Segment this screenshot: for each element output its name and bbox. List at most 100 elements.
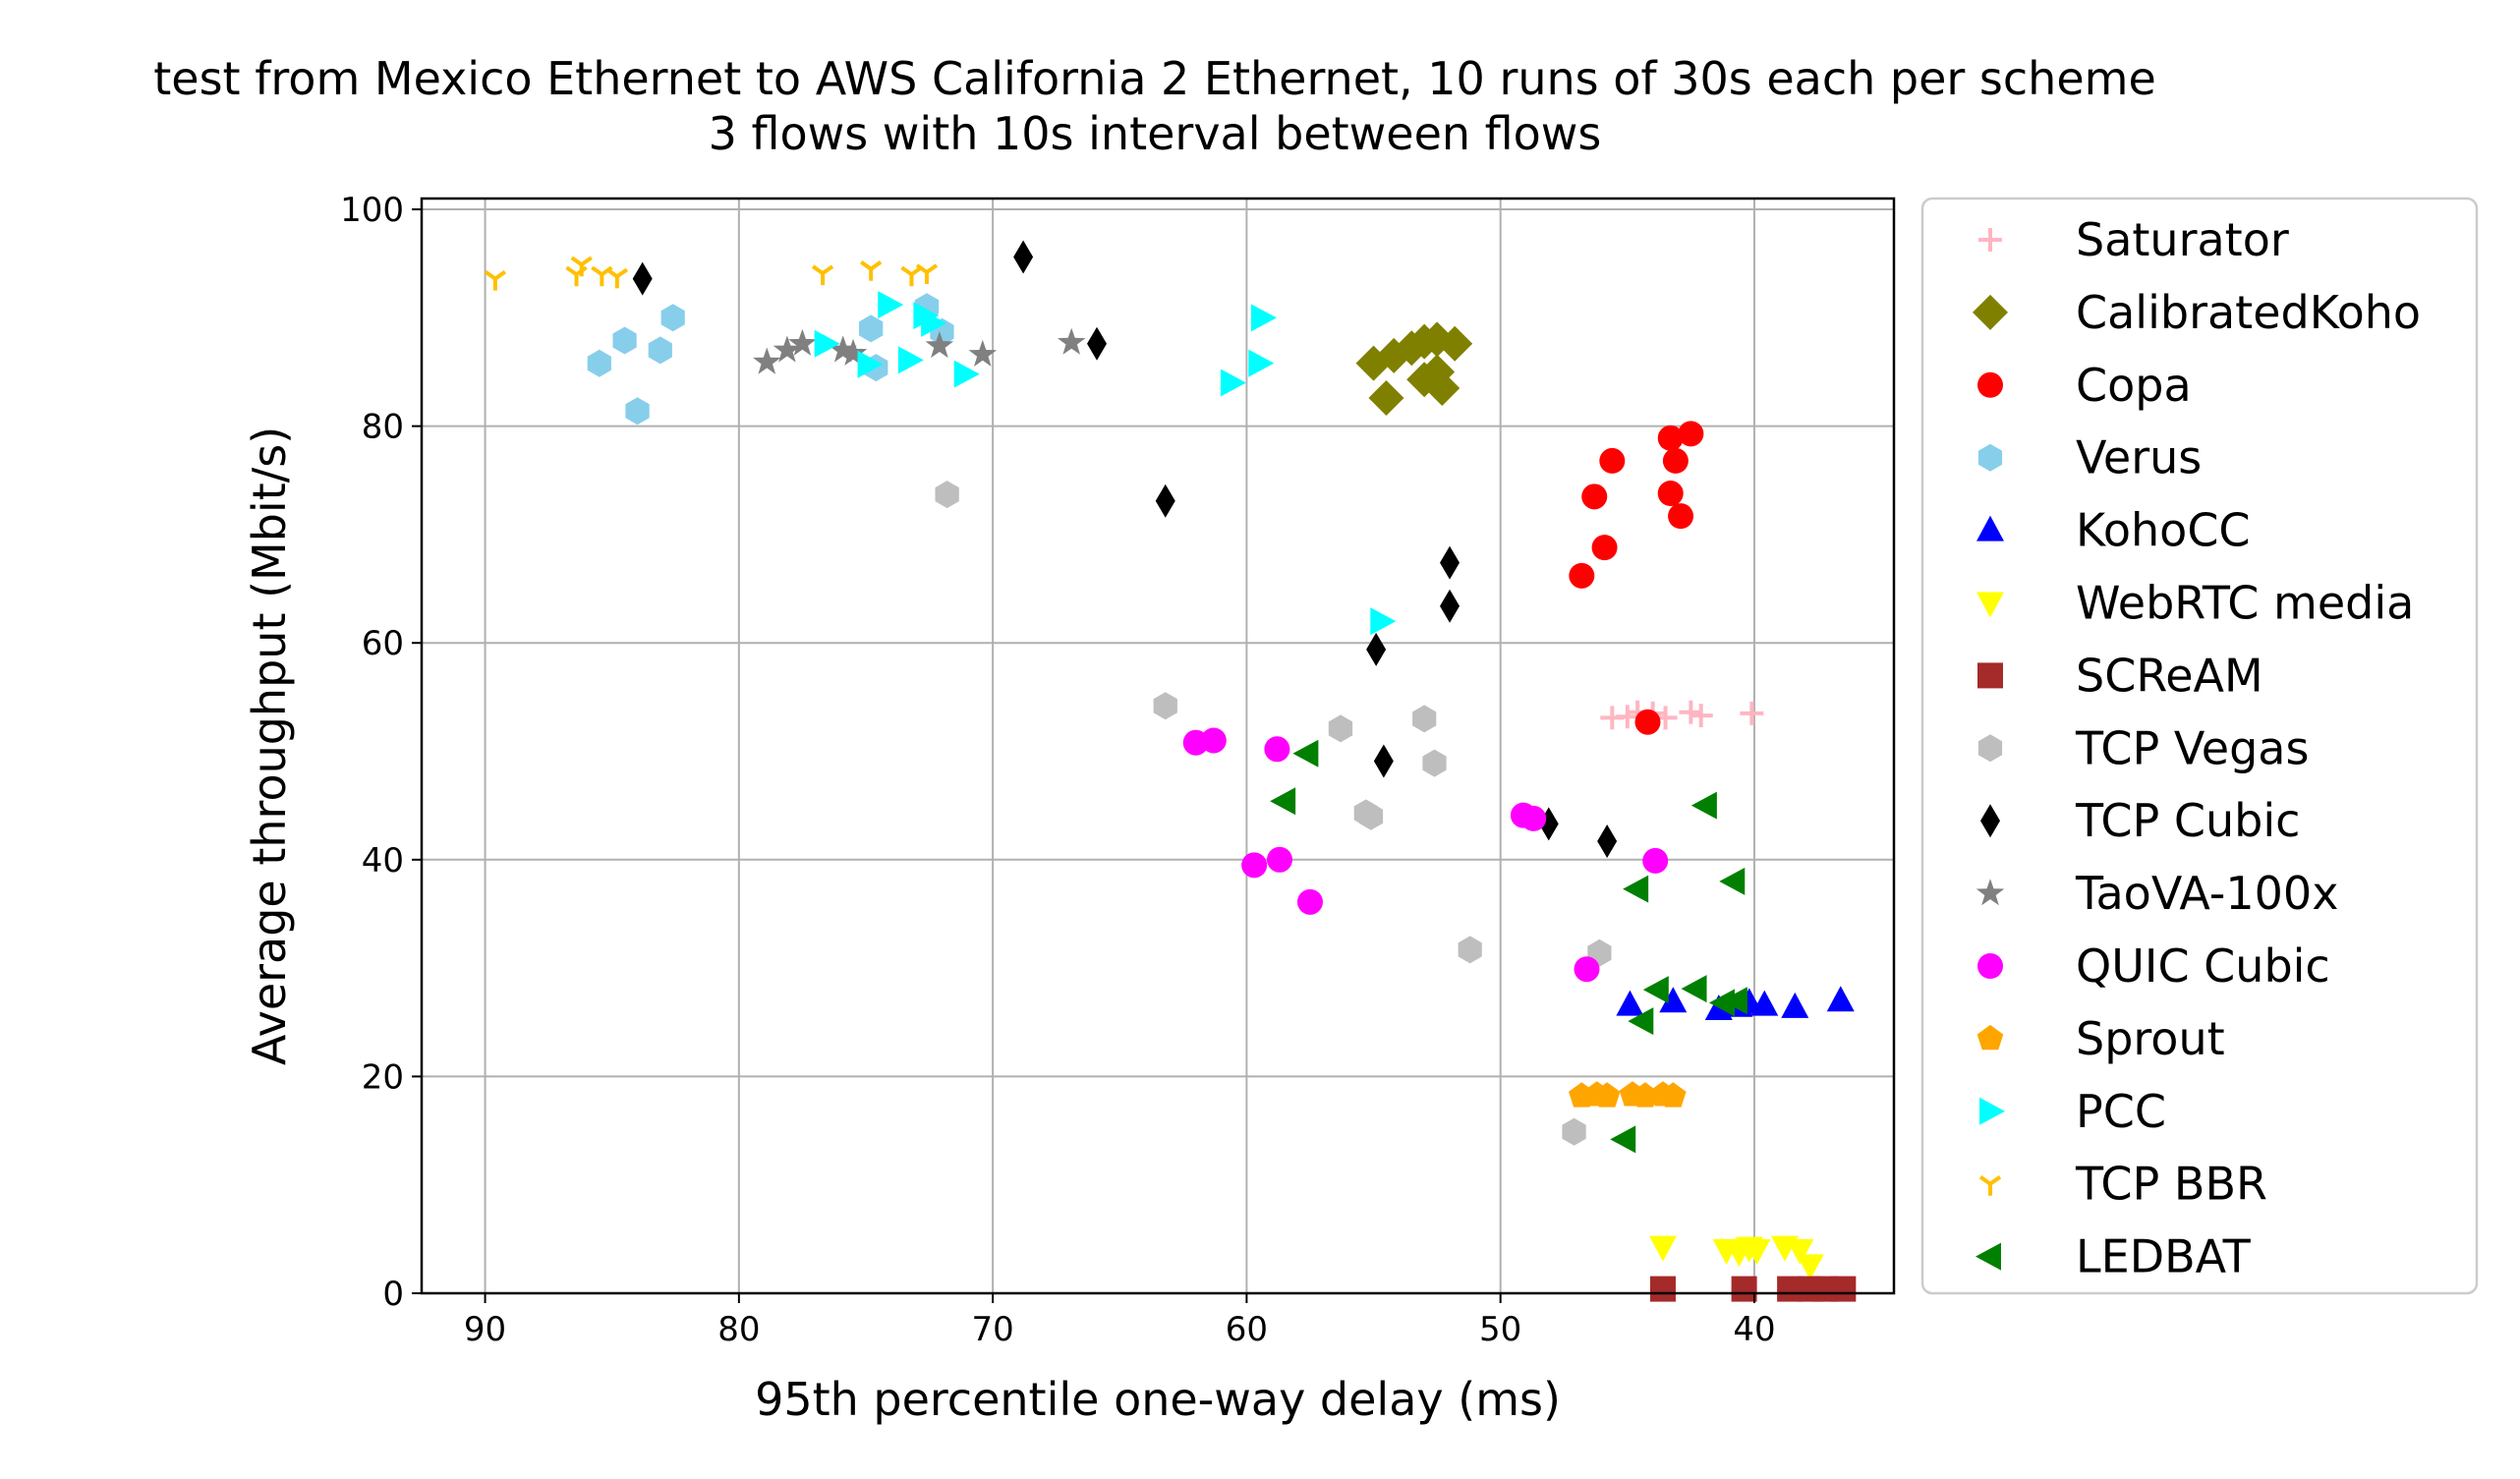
legend-label-sprout: Sprout: [2076, 1012, 2225, 1065]
data-point-saturator: [1679, 700, 1703, 724]
data-point-taova-100x: [925, 331, 954, 359]
data-point-pcc: [1370, 607, 1397, 636]
legend-label-webrtc-media: WebRTC media: [2076, 577, 2414, 630]
data-point-sprout: [1632, 1082, 1659, 1108]
data-point-tcp-cubic: [1597, 825, 1618, 859]
data-point-taova-100x: [788, 328, 817, 356]
data-point-verus: [587, 349, 611, 377]
data-point-taova-100x: [829, 335, 857, 363]
legend-item-scream: SCReAM: [1977, 649, 2263, 702]
series-taova-100x: [753, 327, 1086, 374]
legend-item-tcp-vegas: TCP Vegas: [1977, 721, 2309, 774]
x-tick-label: 60: [1226, 1310, 1268, 1349]
data-point-kohocc: [1781, 992, 1809, 1018]
legend-label-tcp-cubic: TCP Cubic: [2075, 794, 2300, 847]
legend-marker-taova-100x: [1976, 879, 2005, 906]
data-point-pcc: [857, 350, 884, 378]
legend-item-sprout: Sprout: [1976, 1012, 2225, 1065]
data-point-tcp-vegas: [935, 481, 959, 509]
data-point-verus: [859, 314, 884, 343]
legend-marker-ledbat: [1976, 1242, 2001, 1271]
data-point-pcc: [953, 360, 980, 388]
data-point-tcp-bbr: [915, 263, 939, 285]
legend-marker-kohocc: [1976, 515, 2004, 541]
data-point-webrtc-media: [1648, 1235, 1677, 1262]
data-point-ledbat: [1642, 976, 1669, 1004]
legend-item-saturator: Saturator: [1978, 213, 2289, 266]
legend-frame: [1920, 197, 2479, 1295]
data-point-quic-cubic: [1574, 956, 1600, 983]
data-point-copa: [1569, 562, 1595, 589]
data-point-ledbat: [1681, 975, 1707, 1003]
x-tick-label: 90: [464, 1310, 506, 1349]
legend-label-saturator: Saturator: [2076, 213, 2289, 266]
data-point-scream: [1731, 1276, 1757, 1302]
legend-item-tcp-cubic: TCP Cubic: [1980, 794, 2300, 847]
data-point-quic-cubic: [1200, 727, 1227, 754]
data-point-tcp-cubic: [1440, 589, 1460, 623]
data-point-ledbat: [1628, 1007, 1654, 1036]
data-point-quic-cubic: [1642, 847, 1669, 874]
legend: Saturator CalibratedKoho Copa Verus KohoCC We…: [1920, 197, 2479, 1295]
legend-marker-tcp-cubic: [1980, 804, 2000, 838]
legend-items: Saturator CalibratedKoho Copa Verus KohoCC We…: [1973, 213, 2421, 1283]
series-tcp-cubic: [632, 240, 1618, 859]
data-point-copa: [1657, 425, 1684, 451]
data-point-pcc: [814, 329, 840, 358]
data-point-taova-100x: [773, 335, 802, 363]
x-tick-label: 70: [971, 1310, 1013, 1349]
data-point-taova-100x: [753, 347, 781, 374]
data-point-sprout: [1593, 1082, 1621, 1108]
data-point-webrtc-media: [1786, 1238, 1814, 1265]
data-point-ledbat: [1719, 867, 1746, 895]
data-point-copa: [1657, 481, 1684, 507]
legend-marker-scream: [1977, 662, 2003, 689]
x-tick-label: 40: [1733, 1310, 1775, 1349]
data-point-ledbat: [1623, 875, 1649, 903]
legend-marker-calibratedkoho: [1973, 294, 2008, 330]
legend-label-verus: Verus: [2076, 431, 2202, 484]
data-point-ledbat: [1721, 987, 1747, 1015]
legend-marker-quic-cubic: [1977, 953, 2003, 979]
y-tick-label: 0: [382, 1275, 404, 1314]
data-point-verus: [625, 397, 650, 426]
series-copa: [1569, 421, 1704, 735]
data-point-tcp-vegas: [1412, 705, 1437, 733]
data-point-sprout: [1660, 1082, 1687, 1108]
data-point-saturator: [1740, 701, 1764, 725]
x-axis-label: 95th percentile one-way delay (ms): [755, 1373, 1561, 1426]
data-point-verus: [660, 304, 685, 332]
axis-ticks: 90 80 70 60 50 40 0 20 40 60 80 100: [340, 191, 1775, 1349]
data-point-webrtc-media: [1743, 1238, 1771, 1265]
data-point-pcc: [897, 346, 924, 374]
data-point-quic-cubic: [1520, 805, 1547, 831]
data-point-quic-cubic: [1264, 736, 1290, 763]
data-point-copa: [1678, 421, 1704, 447]
legend-label-quic-cubic: QUIC Cubic: [2076, 939, 2330, 993]
legend-item-copa: Copa: [1977, 359, 2192, 412]
data-point-ledbat: [1270, 787, 1296, 816]
legend-item-tcp-bbr: TCP BBR: [1978, 1158, 2267, 1211]
legend-label-kohocc: KohoCC: [2076, 504, 2251, 557]
data-point-calibratedkoho: [1419, 354, 1456, 390]
data-point-copa: [1634, 709, 1661, 735]
data-point-tcp-vegas: [1153, 692, 1177, 720]
series-verus: [587, 293, 954, 426]
data-point-tcp-cubic: [1366, 632, 1387, 666]
legend-item-quic-cubic: QUIC Cubic: [1977, 939, 2330, 993]
series-saturator: [1600, 700, 1764, 730]
x-tick-label: 50: [1479, 1310, 1521, 1349]
y-axis-label: Average throughput (Mbit/s): [243, 427, 296, 1065]
data-point-copa: [1662, 447, 1689, 474]
data-point-tcp-cubic: [1013, 240, 1034, 274]
data-point-tcp-vegas: [1562, 1117, 1586, 1146]
data-point-verus: [648, 336, 672, 365]
legend-marker-sprout: [1976, 1024, 2004, 1051]
data-point-webrtc-media: [1796, 1254, 1824, 1280]
data-point-tcp-bbr: [811, 264, 834, 286]
y-tick-label: 80: [362, 408, 404, 447]
data-markers: [484, 240, 1857, 1302]
data-point-calibratedkoho: [1368, 379, 1404, 416]
data-point-tcp-cubic: [1155, 484, 1175, 518]
data-point-pcc: [921, 309, 947, 337]
